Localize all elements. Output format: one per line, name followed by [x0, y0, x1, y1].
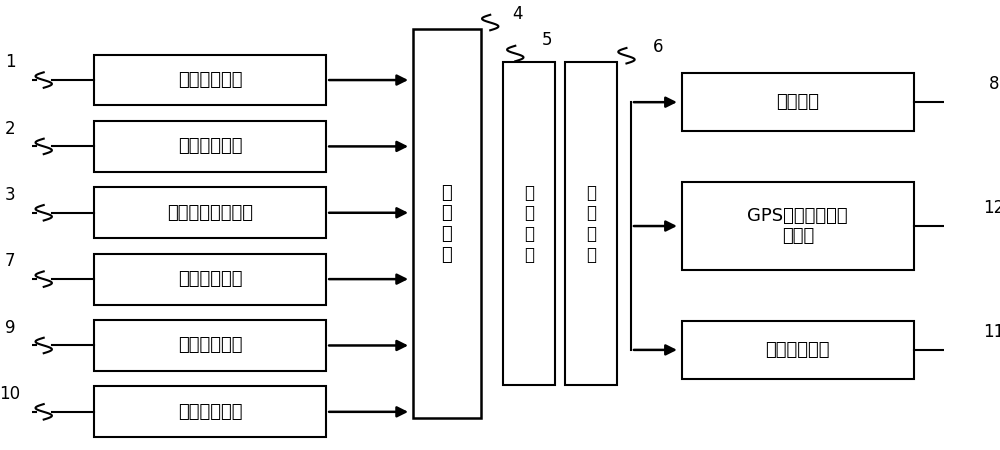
Text: 7: 7 [5, 252, 15, 270]
Bar [94, 387, 326, 437]
Bar [413, 29, 481, 418]
Bar [565, 63, 617, 385]
Bar [94, 187, 326, 238]
Bar [94, 121, 326, 172]
Text: GPS和数字终端控
制模块: GPS和数字终端控 制模块 [747, 207, 848, 245]
Text: 8: 8 [989, 76, 999, 94]
Text: 12: 12 [984, 199, 1000, 217]
Text: 触
发
单
元: 触 发 单 元 [586, 184, 596, 264]
Text: 6: 6 [653, 38, 664, 56]
Text: 4: 4 [512, 4, 523, 22]
Text: 第一测距模块: 第一测距模块 [178, 270, 242, 288]
Text: 车门检测模块: 车门检测模块 [178, 71, 242, 89]
Text: 第二测距模块: 第二测距模块 [178, 337, 242, 355]
Text: 1: 1 [5, 54, 15, 72]
Text: 10: 10 [0, 385, 21, 403]
Text: 9: 9 [5, 319, 15, 337]
Bar [94, 320, 326, 371]
Text: 控
制
模
块: 控 制 模 块 [442, 184, 452, 264]
Bar [682, 73, 914, 131]
Text: 车座检测模块: 车座检测模块 [178, 137, 242, 155]
Text: 比
较
单
元: 比 较 单 元 [524, 184, 534, 264]
Text: 车辆点火模块: 车辆点火模块 [766, 341, 830, 359]
Text: 2: 2 [5, 120, 15, 138]
Text: 触摸检测模块: 触摸检测模块 [178, 403, 242, 421]
Bar [682, 182, 914, 270]
Bar [94, 254, 326, 305]
Bar [94, 54, 326, 105]
Text: 11: 11 [984, 323, 1000, 341]
Bar [503, 63, 555, 385]
Text: 报警模块: 报警模块 [776, 93, 819, 111]
Bar [682, 321, 914, 378]
Text: 3: 3 [5, 186, 15, 204]
Text: 酒精浓度检测模块: 酒精浓度检测模块 [167, 204, 253, 222]
Text: 5: 5 [542, 31, 552, 49]
